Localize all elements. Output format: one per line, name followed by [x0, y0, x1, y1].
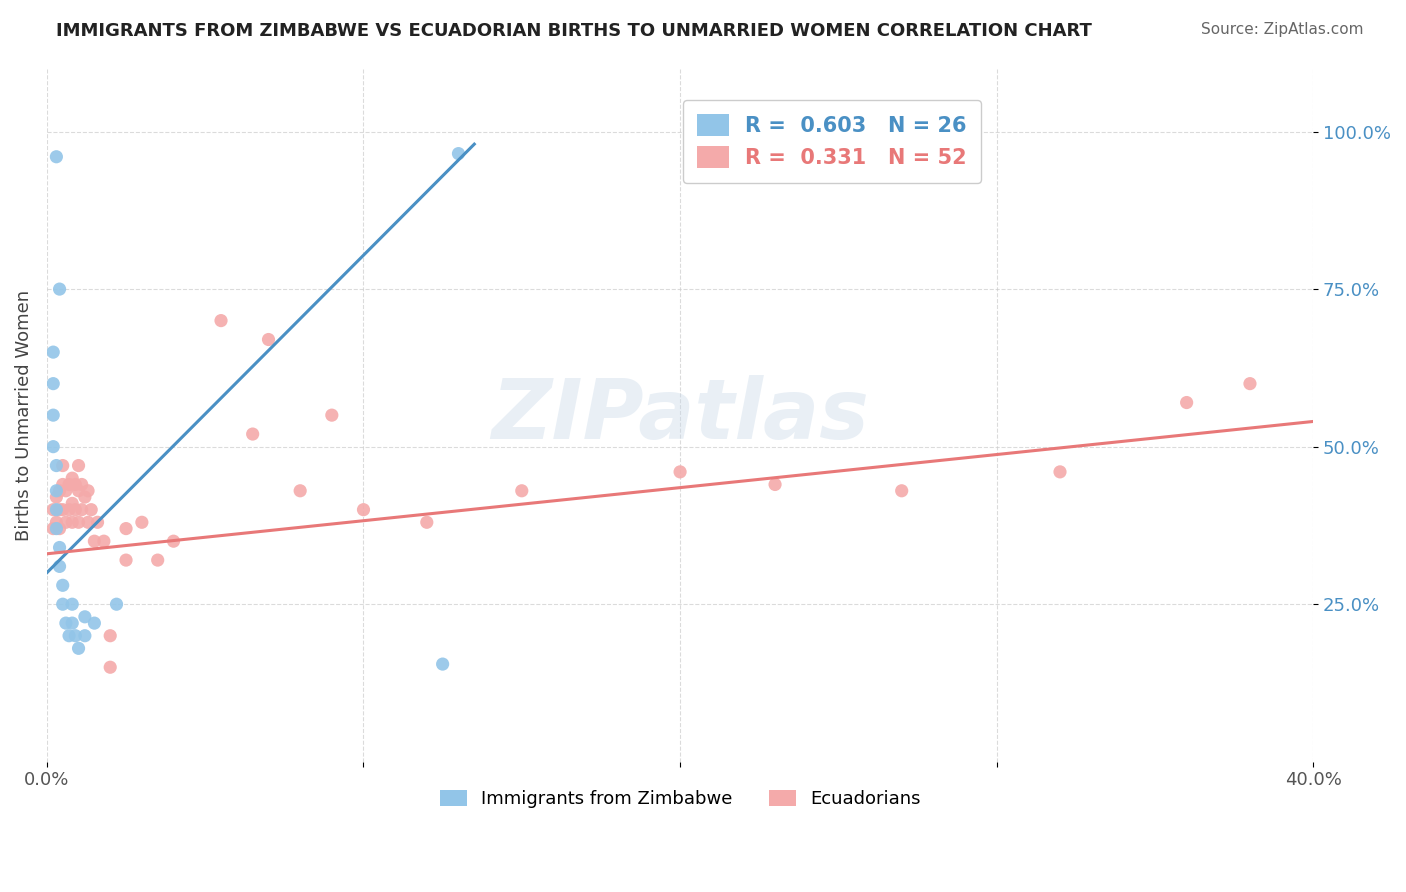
Point: [60, 516, 83, 530]
Point: [83, 616, 105, 631]
Point: [52, 502, 75, 516]
Point: [52, 477, 75, 491]
Point: [42, 440, 65, 454]
Point: [67, 641, 90, 656]
Point: [83, 534, 105, 549]
Point: [42, 408, 65, 422]
Point: [58, 502, 80, 516]
Point: [131, 516, 153, 530]
Point: [55, 483, 77, 498]
Point: [65, 502, 87, 516]
Point: [65, 477, 87, 491]
Point: [60, 616, 83, 631]
Point: [58, 629, 80, 643]
Point: [42, 345, 65, 359]
Point: [45, 483, 67, 498]
Point: [55, 516, 77, 530]
Point: [60, 471, 83, 485]
Point: [669, 465, 692, 479]
Point: [763, 477, 786, 491]
Point: [432, 657, 454, 671]
Point: [93, 534, 115, 549]
Legend: Immigrants from Zimbabwe, Ecuadorians: Immigrants from Zimbabwe, Ecuadorians: [432, 782, 928, 815]
Point: [162, 534, 184, 549]
Point: [70, 477, 93, 491]
Text: ZIPatlas: ZIPatlas: [491, 375, 869, 456]
Point: [52, 597, 75, 611]
Point: [70, 502, 93, 516]
Point: [48, 483, 70, 498]
Point: [45, 502, 67, 516]
Point: [48, 541, 70, 555]
Point: [45, 150, 67, 164]
Point: [45, 458, 67, 473]
Point: [45, 522, 67, 536]
Point: [48, 559, 70, 574]
Point: [416, 516, 439, 530]
Point: [98, 660, 121, 674]
Y-axis label: Births to Unmarried Women: Births to Unmarried Women: [15, 290, 32, 541]
Point: [42, 502, 65, 516]
Point: [86, 516, 108, 530]
Point: [58, 477, 80, 491]
Point: [55, 616, 77, 631]
Point: [257, 333, 280, 347]
Point: [1239, 376, 1261, 391]
Point: [67, 483, 90, 498]
Point: [353, 502, 375, 516]
Point: [890, 483, 912, 498]
Point: [52, 458, 75, 473]
Point: [60, 496, 83, 510]
Point: [80, 502, 103, 516]
Point: [42, 376, 65, 391]
Point: [52, 578, 75, 592]
Point: [73, 490, 96, 504]
Point: [105, 597, 128, 611]
Point: [60, 597, 83, 611]
Point: [42, 522, 65, 536]
Point: [73, 610, 96, 624]
Text: IMMIGRANTS FROM ZIMBABWE VS ECUADORIAN BIRTHS TO UNMARRIED WOMEN CORRELATION CHA: IMMIGRANTS FROM ZIMBABWE VS ECUADORIAN B…: [56, 22, 1092, 40]
Point: [77, 483, 100, 498]
Point: [73, 629, 96, 643]
Point: [146, 553, 169, 567]
Point: [65, 629, 87, 643]
Point: [67, 516, 90, 530]
Point: [447, 146, 470, 161]
Point: [48, 282, 70, 296]
Point: [510, 483, 533, 498]
Point: [321, 408, 343, 422]
Point: [1175, 395, 1198, 409]
Point: [1049, 465, 1071, 479]
Point: [45, 490, 67, 504]
Point: [48, 502, 70, 516]
Point: [98, 629, 121, 643]
Point: [67, 458, 90, 473]
Point: [242, 427, 264, 442]
Point: [288, 483, 311, 498]
Text: Source: ZipAtlas.com: Source: ZipAtlas.com: [1201, 22, 1364, 37]
Point: [115, 553, 138, 567]
Point: [45, 516, 67, 530]
Point: [209, 313, 232, 327]
Point: [115, 522, 138, 536]
Point: [48, 522, 70, 536]
Point: [77, 516, 100, 530]
